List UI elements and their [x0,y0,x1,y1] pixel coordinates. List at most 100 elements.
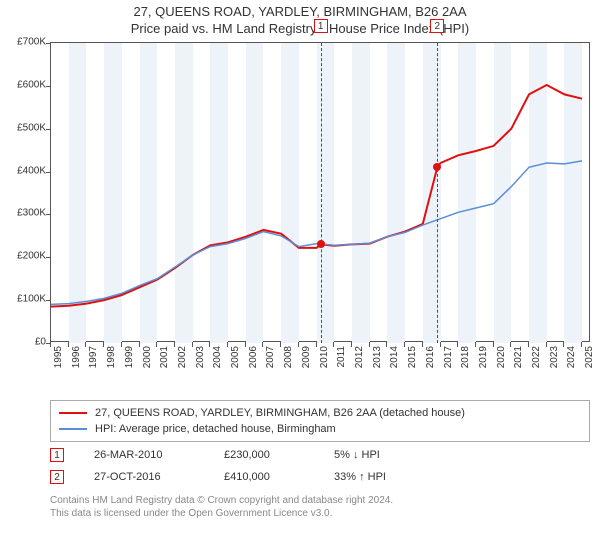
y-axis-tick-label: £100K [17,294,46,305]
x-axis-tick [528,342,529,347]
title-block: 27, QUEENS ROAD, YARDLEY, BIRMINGHAM, B2… [0,0,600,36]
x-axis-tick-label: 2010 [319,346,330,368]
sale-row: 2 27-OCT-2016 £410,000 33% ↑ HPI [50,466,590,488]
x-axis-tick [546,342,547,347]
x-axis-tick [475,342,476,347]
y-axis-tick [46,86,51,87]
x-axis-tick-label: 1995 [53,346,64,368]
x-axis-tick [121,342,122,347]
sale-price: £230,000 [224,449,304,461]
x-axis-tick-label: 2023 [549,346,560,368]
sale-marker-badge: 1 [314,19,328,33]
x-axis-tick-label: 2015 [407,346,418,368]
y-axis-tick-label: £400K [17,165,46,176]
chart-subtitle: Price paid vs. HM Land Registry's House … [0,21,600,36]
plot-area: 12 [50,42,590,342]
x-axis-tick [103,342,104,347]
x-axis-tick [440,342,441,347]
x-axis-tick-label: 2012 [354,346,365,368]
x-axis-tick [85,342,86,347]
x-axis-tick [493,342,494,347]
x-axis-tick [209,342,210,347]
x-axis-tick [262,342,263,347]
x-axis-tick-label: 2006 [248,346,259,368]
x-axis-tick-label: 1997 [88,346,99,368]
x-axis-tick-label: 2016 [425,346,436,368]
x-axis-tick-label: 2014 [389,346,400,368]
y-axis-tick [46,214,51,215]
sale-date: 26-MAR-2010 [94,449,194,461]
sale-marker-dot [433,163,441,171]
sales-table: 1 26-MAR-2010 £230,000 5% ↓ HPI 2 27-OCT… [50,444,590,488]
series-line-hpi [51,161,582,305]
x-axis-tick-label: 2004 [212,346,223,368]
x-axis-tick-label: 2000 [142,346,153,368]
y-axis-tick-label: £700K [17,37,46,48]
x-axis-tick-label: 2013 [372,346,383,368]
x-axis-tick [50,342,51,347]
sale-marker-line [437,43,438,343]
sale-price: £410,000 [224,471,304,483]
x-axis-tick [581,342,582,347]
footer-line1: Contains HM Land Registry data © Crown c… [50,494,590,507]
chart-title-address: 27, QUEENS ROAD, YARDLEY, BIRMINGHAM, B2… [0,4,600,19]
legend-label-hpi: HPI: Average price, detached house, Birm… [95,423,336,435]
x-axis-tick [404,342,405,347]
x-axis-tick [139,342,140,347]
y-axis-tick-label: £200K [17,251,46,262]
sale-date: 27-OCT-2016 [94,471,194,483]
legend-label-property: 27, QUEENS ROAD, YARDLEY, BIRMINGHAM, B2… [95,407,465,419]
sale-marker-badge: 2 [430,19,444,33]
x-axis-tick [68,342,69,347]
y-axis-tick [46,172,51,173]
x-axis-tick [457,342,458,347]
x-axis-tick-label: 2011 [336,346,347,368]
x-axis-tick [192,342,193,347]
sale-diff: 33% ↑ HPI [334,471,434,483]
x-axis-tick [174,342,175,347]
x-axis-tick-label: 2022 [531,346,542,368]
x-axis-tick-label: 2008 [283,346,294,368]
sale-marker-icon: 1 [50,448,64,462]
y-axis-tick-label: £0 [35,337,46,348]
legend-item-hpi: HPI: Average price, detached house, Birm… [59,421,581,437]
x-axis-tick-label: 2021 [513,346,524,368]
legend: 27, QUEENS ROAD, YARDLEY, BIRMINGHAM, B2… [50,400,590,442]
y-axis-tick-label: £500K [17,122,46,133]
x-axis-tick [227,342,228,347]
x-axis-tick [386,342,387,347]
x-axis-tick-label: 2009 [301,346,312,368]
x-axis-tick-label: 2018 [460,346,471,368]
y-axis-tick [46,129,51,130]
x-axis-tick [316,342,317,347]
x-axis-tick-label: 2003 [195,346,206,368]
sale-marker-icon: 2 [50,470,64,484]
legend-swatch-property [59,412,87,414]
x-axis-tick-label: 2019 [478,346,489,368]
x-axis-tick-label: 2002 [177,346,188,368]
x-axis-tick [280,342,281,347]
x-axis-tick-label: 2020 [496,346,507,368]
x-axis-tick [245,342,246,347]
x-axis-tick-label: 2001 [159,346,170,368]
y-axis-tick [46,257,51,258]
legend-item-property: 27, QUEENS ROAD, YARDLEY, BIRMINGHAM, B2… [59,405,581,421]
footer-attribution: Contains HM Land Registry data © Crown c… [50,494,590,520]
x-axis-tick [422,342,423,347]
x-axis-tick-label: 2007 [265,346,276,368]
x-axis-tick [563,342,564,347]
x-axis-tick-label: 2005 [230,346,241,368]
chart-area: 12 £0£100K£200K£300K£400K£500K£600K£700K… [0,42,600,372]
footer-line2: This data is licensed under the Open Gov… [50,507,590,520]
y-axis-tick [46,300,51,301]
x-axis-tick-label: 2017 [443,346,454,368]
x-axis-tick-label: 1996 [71,346,82,368]
x-axis-tick-label: 2024 [566,346,577,368]
y-axis-tick-label: £600K [17,79,46,90]
chart-container: 27, QUEENS ROAD, YARDLEY, BIRMINGHAM, B2… [0,0,600,560]
legend-swatch-hpi [59,428,87,430]
x-axis-tick [298,342,299,347]
x-axis-tick [369,342,370,347]
x-axis-tick-label: 1998 [106,346,117,368]
x-axis-tick-label: 2025 [584,346,595,368]
